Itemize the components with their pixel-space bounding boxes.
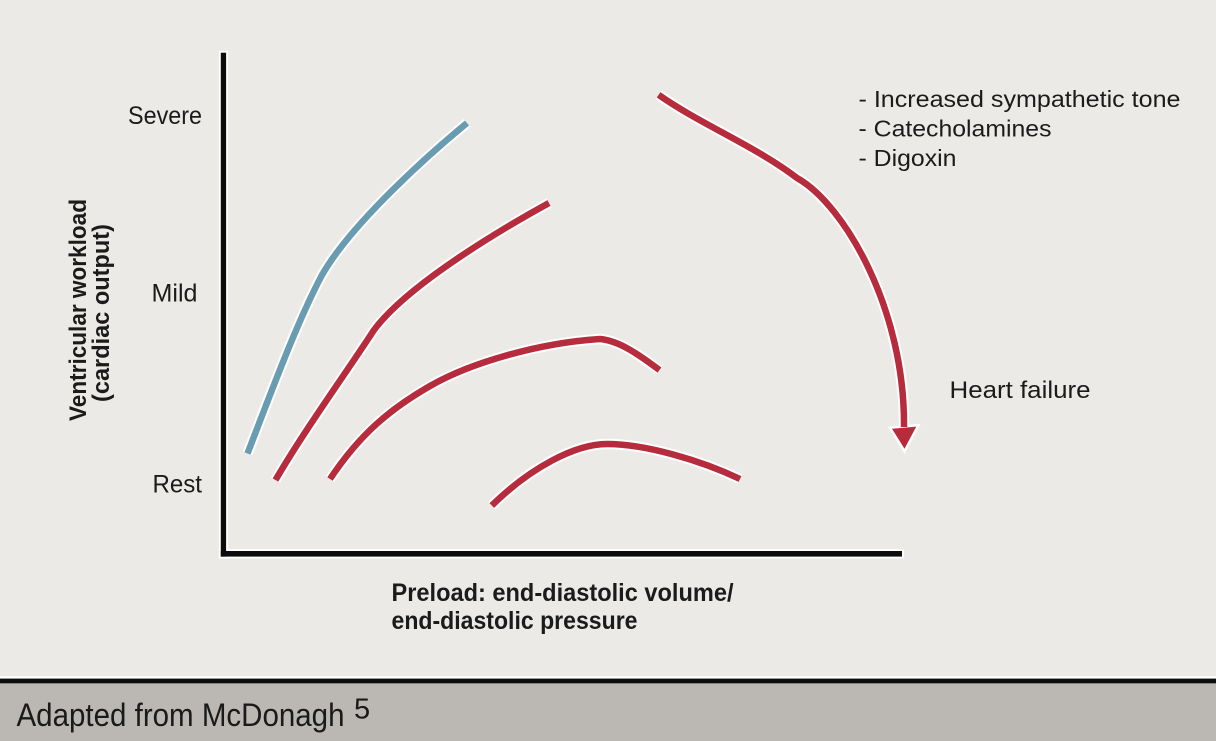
svg-text:Rest: Rest — [153, 471, 203, 499]
svg-text:- Increased sympathetic tone: - Increased sympathetic tone — [859, 86, 1181, 112]
svg-text:Severe: Severe — [128, 102, 202, 130]
svg-text:- Digoxin: - Digoxin — [859, 145, 957, 171]
svg-text:Mild: Mild — [152, 280, 198, 308]
svg-text:Heart failure: Heart failure — [950, 377, 1091, 404]
svg-text:Adapted from McDonagh: Adapted from McDonagh — [17, 697, 345, 733]
svg-text:Ventricular workload: Ventricular workload — [65, 199, 92, 421]
svg-text:5: 5 — [354, 694, 370, 726]
svg-text:- Catecholamines: - Catecholamines — [859, 116, 1052, 142]
svg-text:Preload: end-diastolic volume/: Preload: end-diastolic volume/ — [392, 579, 734, 607]
svg-text:end-diastolic pressure: end-diastolic pressure — [392, 607, 638, 635]
svg-text:(cardiac output): (cardiac output) — [88, 224, 115, 402]
